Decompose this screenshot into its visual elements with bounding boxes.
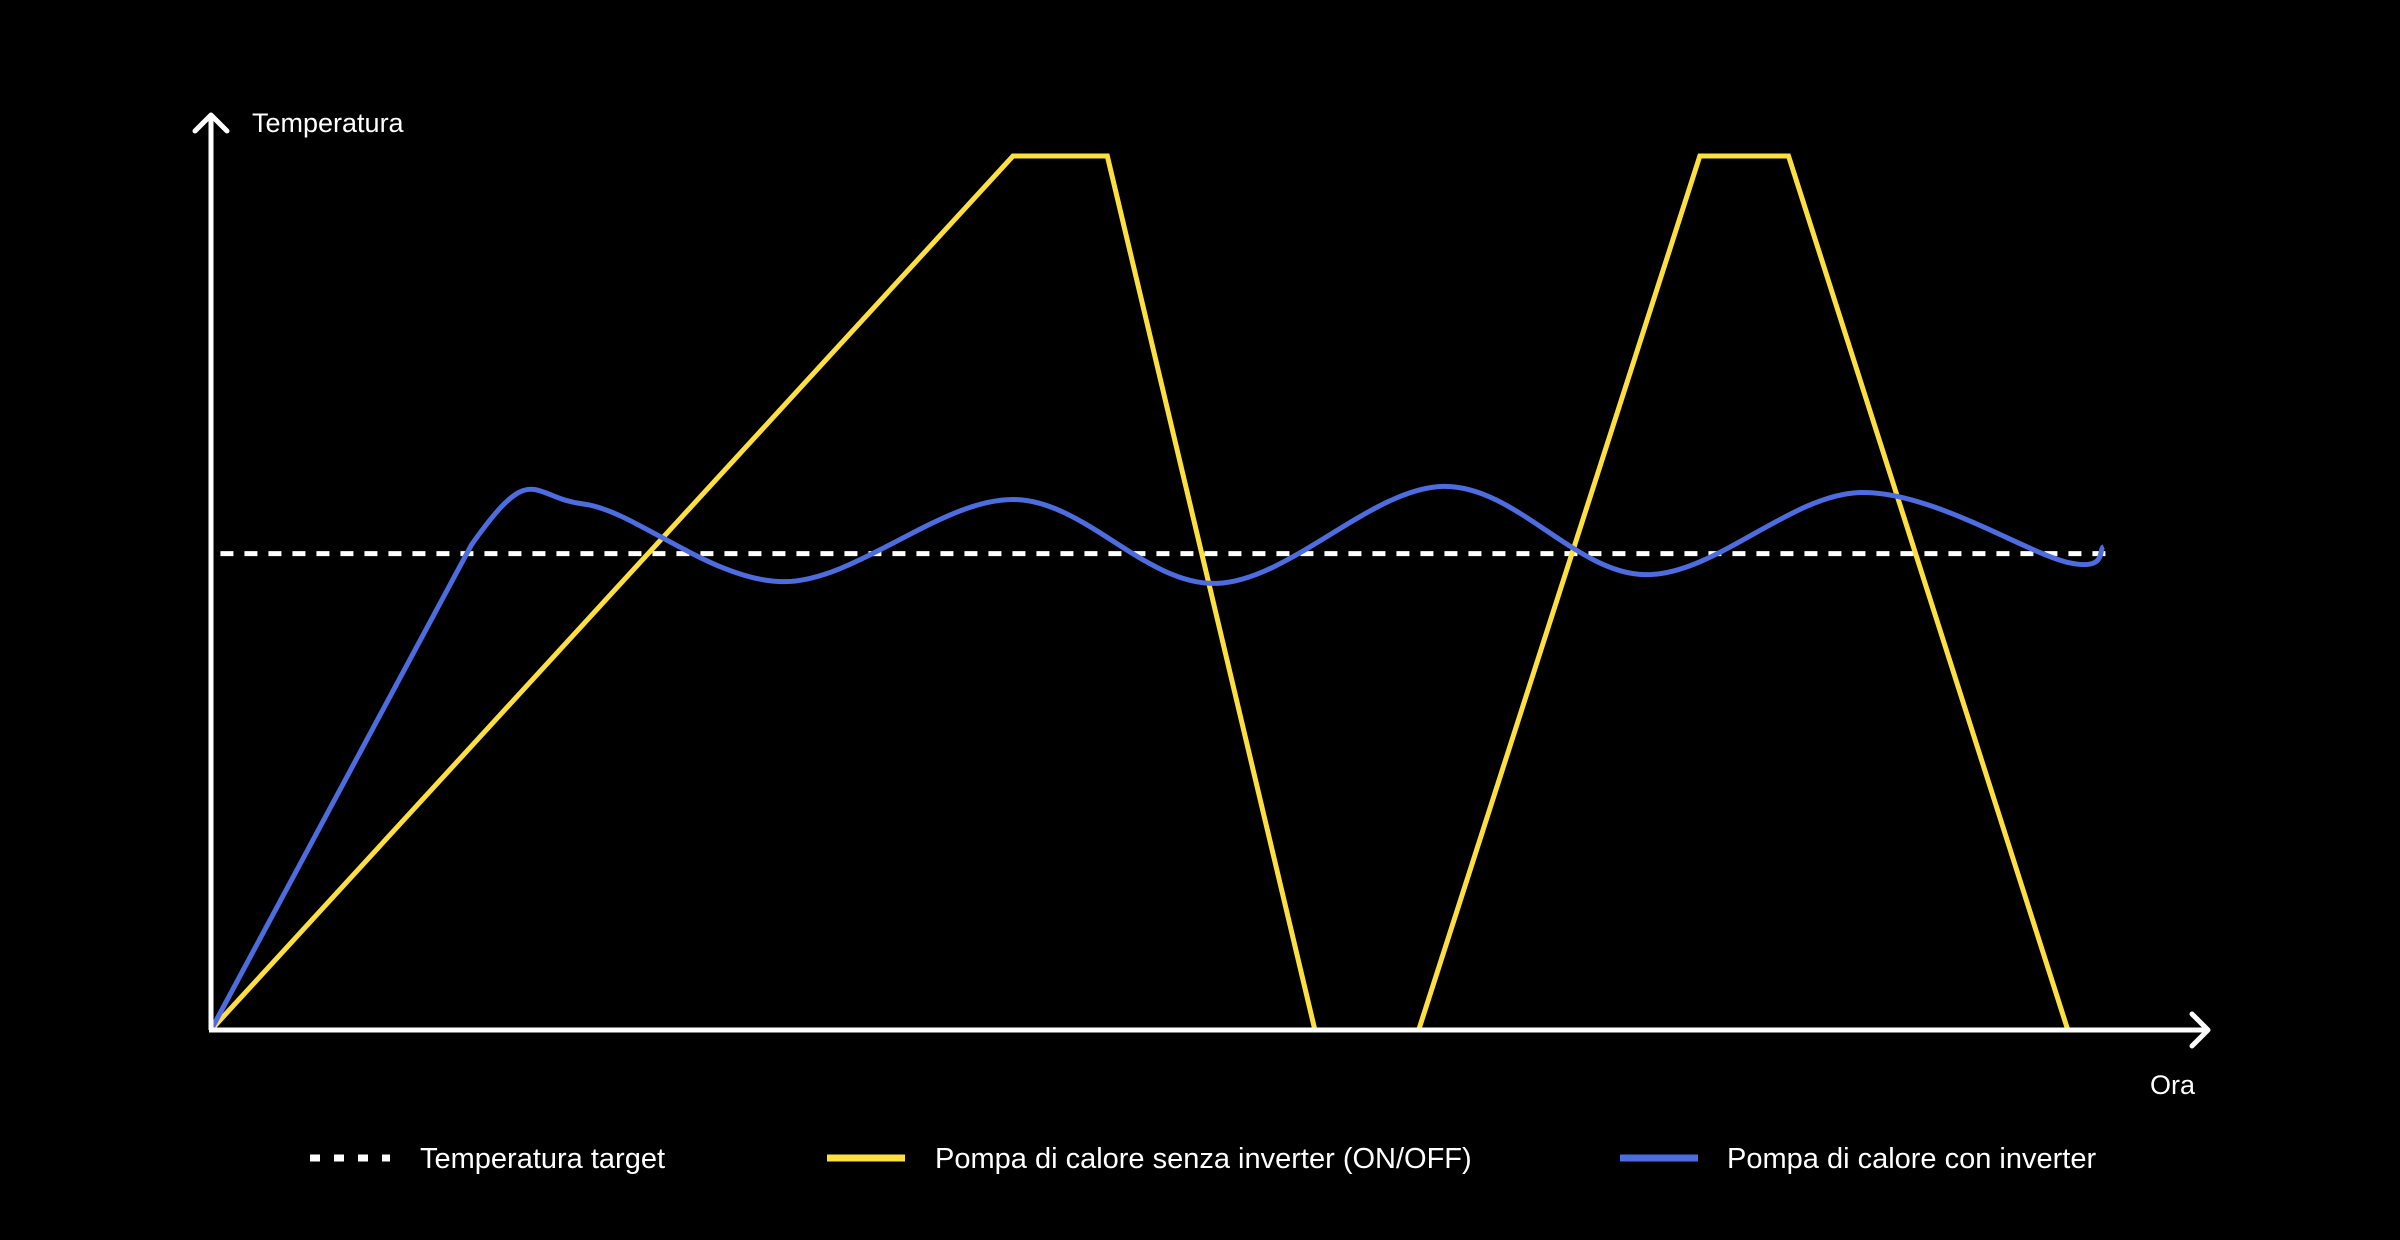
axes-layer: Temperatura Ora [192,108,2211,1100]
x-axis-label: Ora [2150,1070,2196,1100]
legend-label-target: Temperatura target [420,1143,665,1175]
series-layer [208,153,2108,1033]
y-axis-label: Temperatura [252,108,405,138]
legend-label-onoff: Pompa di calore senza inverter (ON/OFF) [935,1143,1472,1175]
x-axis-arrow-icon [2189,1011,2211,1049]
legend: Temperatura target Pompa di calore senza… [310,1143,2096,1175]
series-inverter-heat-pump [208,483,2106,1032]
legend-label-inverter: Pompa di calore con inverter [1727,1143,2096,1175]
series-onoff-heat-pump [209,153,2071,1033]
y-axis-arrow-icon [192,112,230,134]
